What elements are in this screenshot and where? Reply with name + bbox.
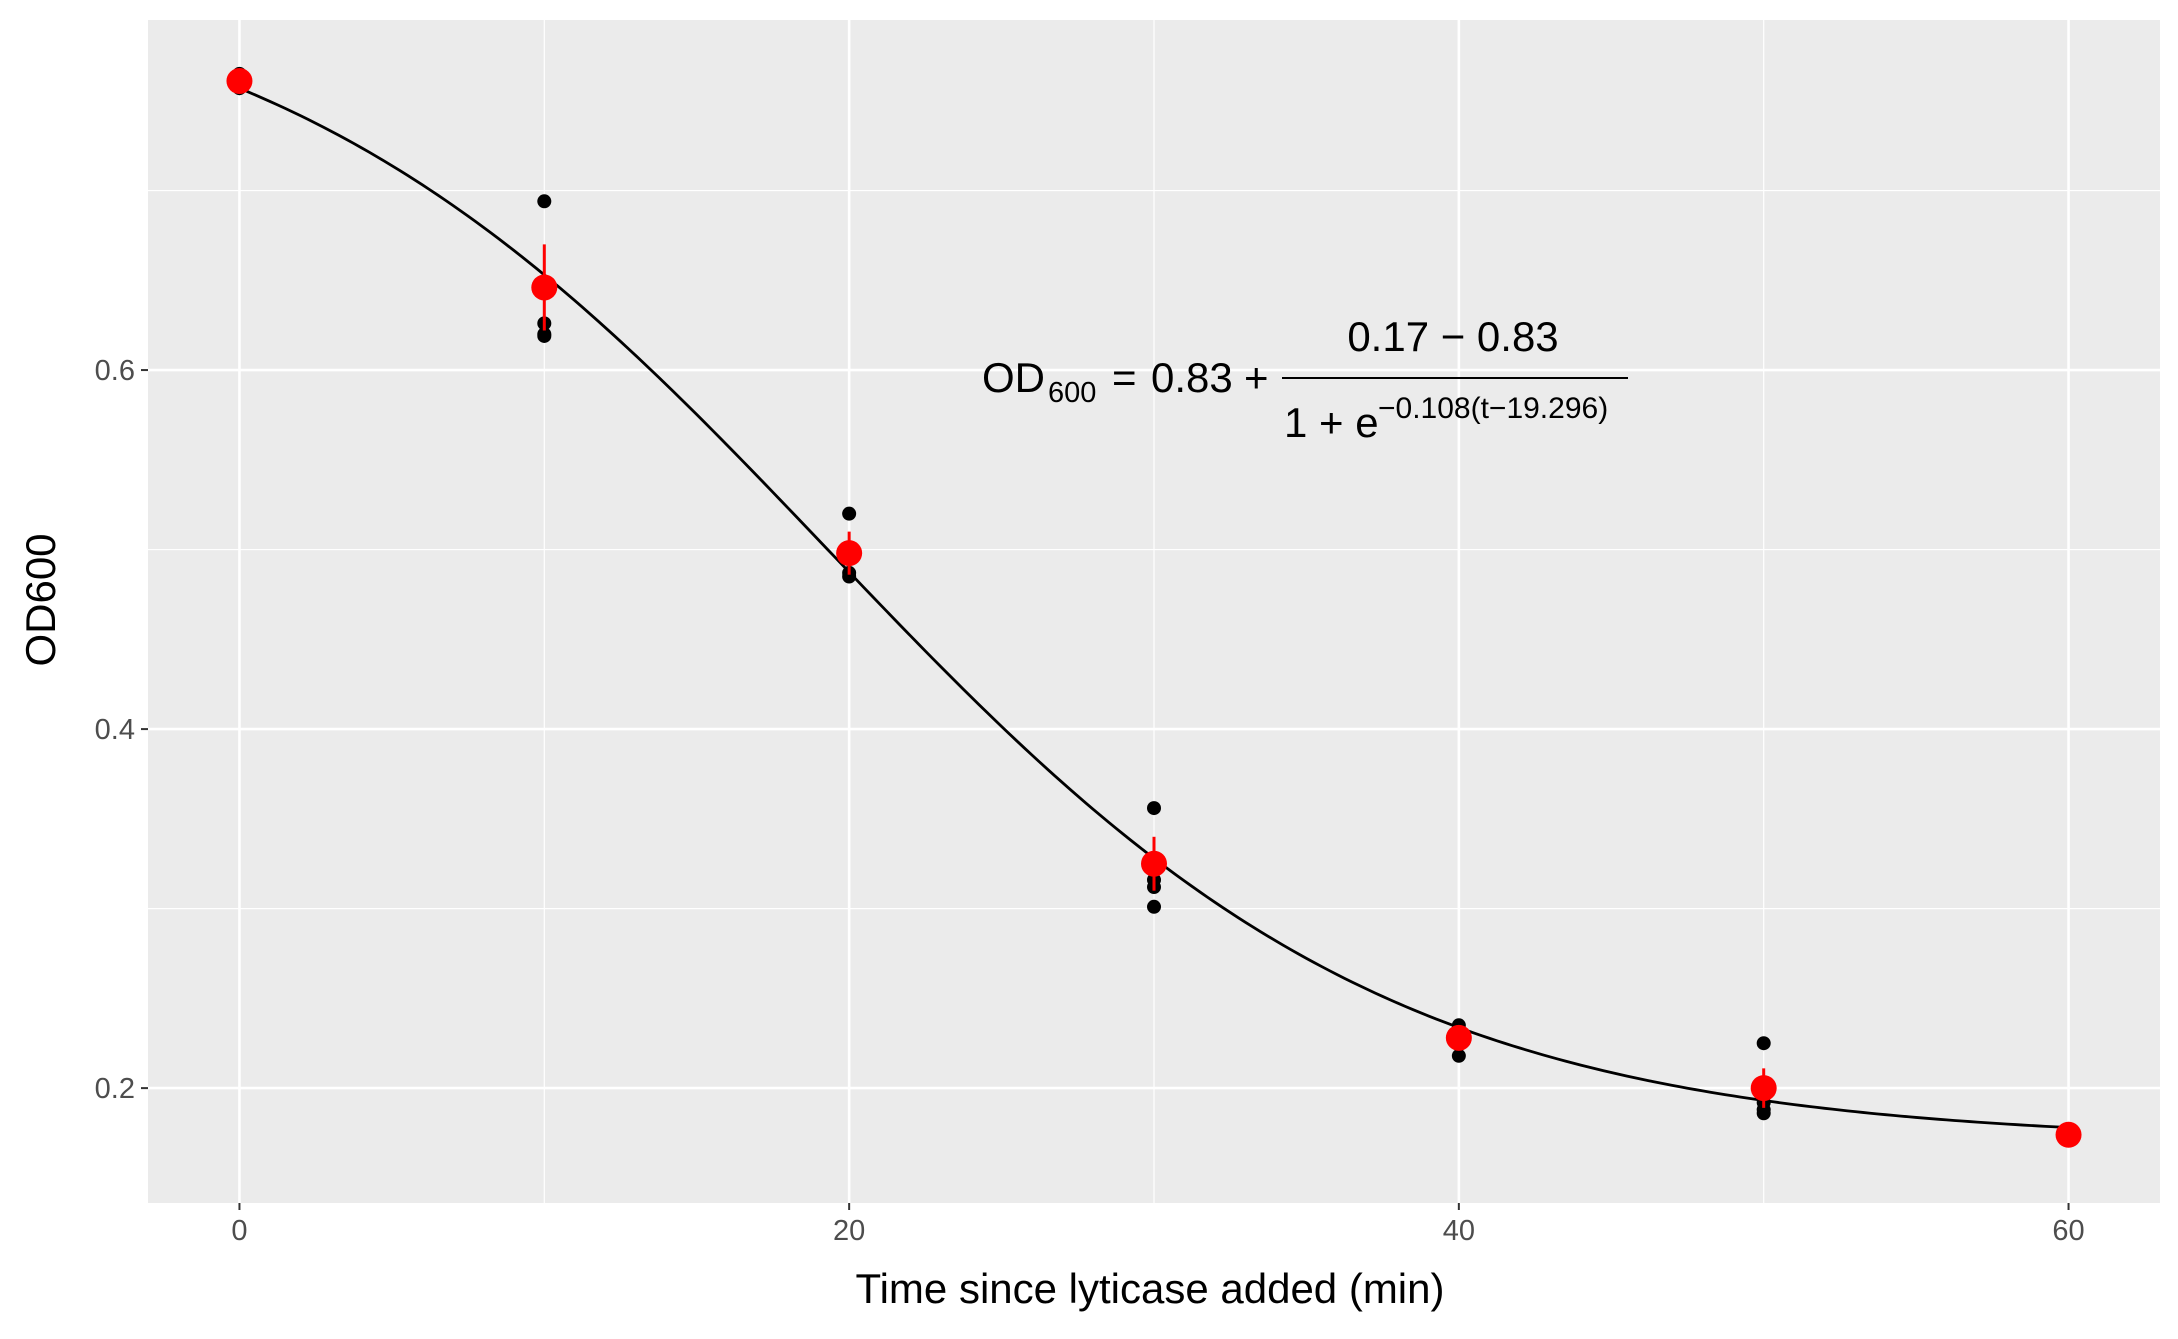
replicate-point <box>842 506 857 521</box>
mean-point <box>2055 1121 2082 1148</box>
mean-point <box>1141 850 1167 877</box>
equation-lhs-subscript: 600 <box>1048 377 1096 409</box>
mean-point <box>1445 1024 1472 1051</box>
mean-point <box>226 68 253 95</box>
replicate-point <box>537 328 552 343</box>
mean-point <box>1750 1075 1777 1102</box>
equation-numerator: 0.17 − 0.83 <box>1347 313 1558 360</box>
replicate-point <box>1451 1048 1466 1063</box>
x-tick-label: 60 <box>2052 1215 2084 1247</box>
y-tick-label: 0.4 <box>95 714 135 746</box>
mean-point <box>531 274 558 301</box>
x-axis-title: Time since lyticase added (min) <box>856 1265 1445 1312</box>
replicate-point <box>842 569 857 584</box>
x-tick-label: 0 <box>231 1215 247 1247</box>
equation-denominator-exponent: −0.108(t−19.296) <box>1378 392 1608 425</box>
mean-points-layer <box>226 68 2082 1148</box>
replicate-point <box>1756 1106 1771 1121</box>
mean-point <box>836 540 863 567</box>
equation-constant: 0.83 <box>1151 354 1233 401</box>
fit-equation-annotation: OD 600 = 0.83 + 0.17 − 0.83 1 + e −0.108… <box>982 313 1628 446</box>
equation-denominator-base: 1 + e <box>1284 399 1379 446</box>
y-tick-label: 0.2 <box>95 1073 135 1105</box>
x-axis-ticks: 0 20 40 60 <box>231 1203 2085 1247</box>
y-axis-title: OD600 <box>17 533 64 666</box>
x-tick-label: 40 <box>1443 1215 1475 1247</box>
replicate-point <box>537 194 552 209</box>
equation-lhs: OD <box>982 354 1045 401</box>
y-axis-ticks: 0.2 0.4 0.6 <box>95 355 148 1105</box>
x-tick-label: 20 <box>833 1215 865 1247</box>
replicate-point <box>1756 1036 1771 1051</box>
y-tick-label: 0.6 <box>95 355 135 387</box>
replicate-point <box>1147 899 1161 914</box>
replicate-point <box>1147 801 1161 816</box>
equation-equals: = <box>1112 354 1137 401</box>
equation-plus: + <box>1244 354 1269 401</box>
major-gridlines <box>148 20 2160 1203</box>
